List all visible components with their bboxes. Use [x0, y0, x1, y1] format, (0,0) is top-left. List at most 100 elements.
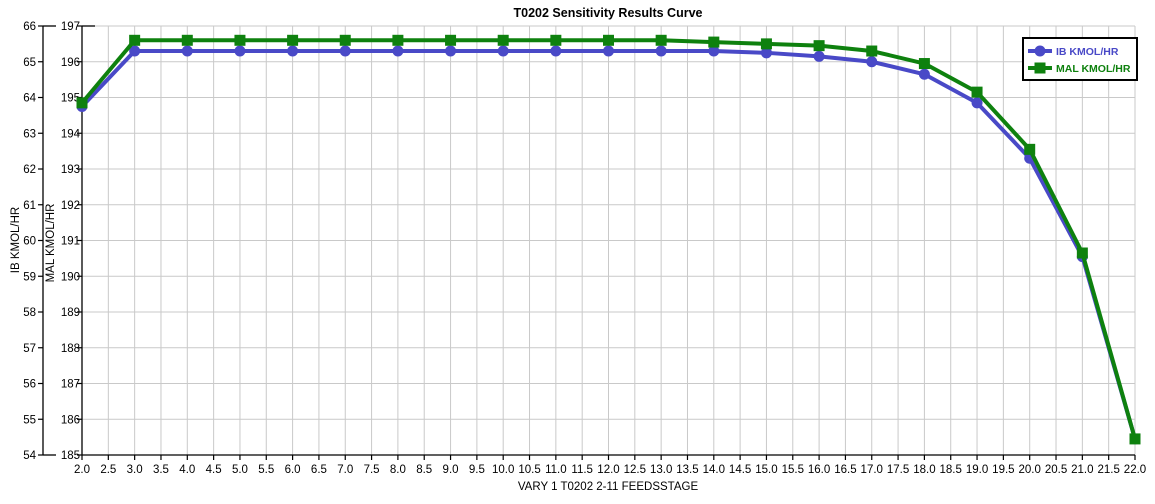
x-tick-label: 13.5 [676, 464, 698, 476]
mal-axis-title: MAL KMOL/HR [45, 204, 57, 283]
tick-labels: 2.0 2.5 3.0 3.5 4.0 4.5 5.0 5.5 6.0 6.5 7.0 7.5 8.0 8… [23, 21, 1146, 476]
chart-title: T0202 Sensitivity Results Curve [514, 6, 703, 20]
data-point-marker [918, 68, 930, 80]
series-circle [76, 45, 1141, 445]
x-tick-label: 18.0 [913, 464, 935, 476]
x-tick-label: 16.5 [834, 464, 856, 476]
data-point-marker [760, 38, 772, 50]
x-tick-label: 18.5 [940, 464, 962, 476]
x-tick-label: 17.0 [861, 464, 883, 476]
series [76, 34, 1141, 445]
data-point-marker [603, 45, 614, 57]
data-point-marker [287, 34, 299, 46]
x-tick-label: 20.5 [1045, 464, 1067, 476]
mal-tick-label: 192 [61, 200, 80, 212]
data-point-marker [76, 97, 88, 109]
x-tick-label: 19.5 [992, 464, 1014, 476]
x-tick-label: 6.5 [311, 464, 327, 476]
ib-tick-label: 60 [23, 236, 36, 248]
mal-tick-label: 193 [61, 164, 80, 176]
x-tick-label: 15.0 [755, 464, 777, 476]
legend: IB KMOL/HR MAL KMOL/HR [1022, 37, 1138, 81]
x-tick-label: 10.0 [492, 464, 514, 476]
ib-tick-label: 55 [23, 414, 36, 426]
mal-tick-label: 191 [61, 236, 80, 248]
x-tick-label: 21.5 [1097, 464, 1119, 476]
x-tick-label: 8.0 [390, 464, 406, 476]
data-point-marker [129, 34, 141, 46]
data-point-marker [445, 45, 457, 57]
data-point-marker [445, 34, 457, 46]
ib-tick-label: 59 [23, 271, 36, 283]
data-point-marker [497, 45, 509, 57]
x-tick-label: 3.5 [153, 464, 169, 476]
data-point-marker [550, 34, 562, 46]
data-point-marker [866, 45, 878, 57]
x-tick-label: 5.0 [232, 464, 248, 476]
data-point-marker [129, 45, 141, 57]
x-tick-label: 10.5 [518, 464, 540, 476]
mal-tick-label: 197 [61, 21, 80, 33]
data-point-marker [1024, 143, 1036, 155]
data-point-marker [181, 34, 193, 46]
gridlines [82, 25, 1136, 455]
x-tick-label: 14.0 [703, 464, 725, 476]
data-point-marker [1076, 247, 1088, 259]
ib-tick-label: 56 [23, 379, 36, 391]
mal-tick-label: 195 [61, 93, 80, 105]
data-point-marker [918, 58, 930, 70]
x-tick-label: 6.0 [285, 464, 301, 476]
x-tick-label: 21.0 [1071, 464, 1093, 476]
ib-tick-label: 65 [23, 57, 36, 69]
data-point-marker [655, 45, 667, 57]
x-tick-label: 7.0 [337, 464, 353, 476]
data-point-marker [392, 45, 404, 57]
data-point-marker [813, 40, 825, 52]
ib-tick-label: 62 [23, 164, 36, 176]
series-square [76, 34, 1141, 445]
data-point-marker [760, 47, 772, 59]
data-point-marker [234, 34, 246, 46]
data-point-marker [181, 45, 193, 57]
mal-tick-label: 185 [61, 450, 80, 462]
x-tick-label: 12.5 [624, 464, 646, 476]
x-tick-label: 4.0 [179, 464, 195, 476]
x-tick-label: 9.5 [469, 464, 485, 476]
x-tick-label: 2.0 [74, 464, 90, 476]
x-tick-label: 12.0 [597, 464, 619, 476]
data-point-marker [550, 45, 562, 57]
mal-tick-label: 188 [61, 343, 80, 355]
data-point-marker [971, 86, 983, 98]
data-point-marker [287, 45, 299, 57]
legend-square-marker-icon [1034, 62, 1046, 74]
ib-tick-label: 54 [23, 450, 36, 462]
x-tick-label: 2.5 [100, 464, 116, 476]
ib-tick-label: 61 [23, 200, 36, 212]
x-tick-label: 3.0 [127, 464, 143, 476]
data-point-marker [1129, 433, 1141, 445]
x-tick-label: 5.5 [258, 464, 274, 476]
x-tick-label: 20.0 [1019, 464, 1041, 476]
x-tick-label: 11.5 [571, 464, 593, 476]
data-point-marker [339, 45, 351, 57]
ib-axis-title: IB KMOL/HR [10, 207, 22, 273]
x-tick-label: 4.5 [206, 464, 222, 476]
data-point-marker [708, 45, 720, 57]
mal-tick-label: 186 [61, 414, 80, 426]
x-axis-title: VARY 1 T0202 2-11 FEEDSSTAGE [518, 481, 699, 493]
x-tick-label: 15.5 [782, 464, 804, 476]
ib-tick-label: 64 [23, 93, 36, 105]
x-tick-label: 13.0 [650, 464, 672, 476]
x-tick-label: 17.5 [887, 464, 909, 476]
data-point-marker [392, 34, 404, 46]
legend-label: IB KMOL/HR [1056, 46, 1119, 58]
data-point-marker [813, 50, 825, 62]
mal-tick-label: 196 [61, 57, 80, 69]
legend-circle-marker-icon [1034, 45, 1046, 57]
legend-label: MAL KMOL/HR [1056, 63, 1131, 75]
ib-tick-label: 66 [23, 21, 36, 33]
x-tick-label: 16.0 [808, 464, 830, 476]
x-tick-label: 11.0 [545, 464, 567, 476]
